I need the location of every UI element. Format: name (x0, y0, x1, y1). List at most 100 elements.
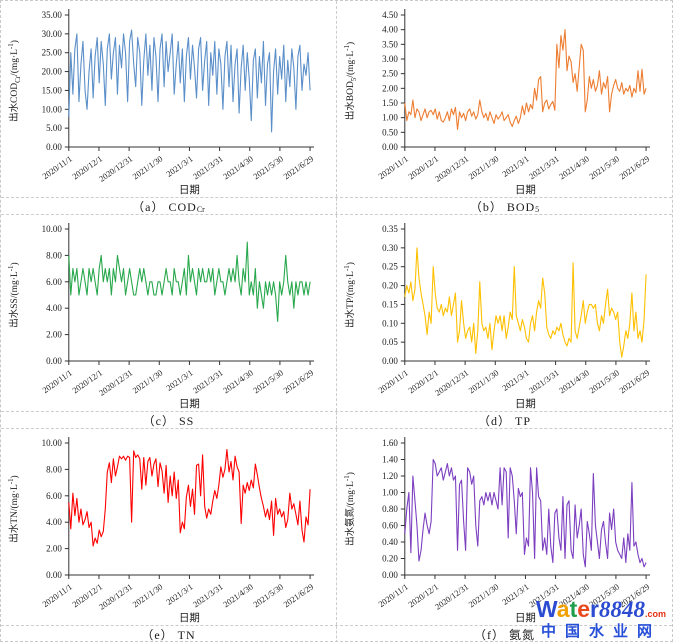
y-tick-label: 30.00 (42, 29, 63, 39)
series-line (404, 458, 647, 568)
chart-panel-nh3n: 0.00 0.20 0.40 0.60 0.80 1.00 1.20 1.40 1.60 2020… (337, 429, 672, 625)
axes (68, 223, 315, 362)
y-axis-ticks: 0.00 0.50 1.00 1.50 2.00 2.50 3.00 3.50 4.00 4.50 (382, 10, 405, 152)
y-tick-label: 0.15 (382, 299, 398, 309)
y-tick-label: 25.00 (42, 48, 63, 58)
x-tick-label: 2020/11/1 (376, 153, 410, 181)
caption-row-1: （a） COD Cr （b） BOD 5 (1, 197, 672, 215)
ss-chart-svg: 0.002.004.006.008.0010.002020/11/12020/1… (7, 223, 315, 410)
y-tick-label: 0.00 (382, 356, 398, 366)
x-tick-label: 2021/3/1 (164, 153, 194, 179)
caption-cod: （a） COD Cr (1, 198, 337, 214)
x-axis-title: 日期 (179, 184, 200, 196)
x-axis-title: 日期 (179, 612, 200, 624)
y-tick-label: 8.00 (46, 464, 62, 474)
x-tick-label: 2021/1/30 (467, 581, 501, 609)
caption-ss-text: （c） SS (142, 413, 195, 428)
axes (68, 9, 315, 148)
x-tick-label: 2020/12/31 (97, 581, 134, 611)
chart-row-1: 0.00 5.00 10.00 15.00 20.00 25.00 30.00 35.00 20… (1, 1, 672, 197)
x-tick-label: 2020/11/1 (40, 367, 74, 395)
y-tick-label: 4.00 (382, 25, 398, 35)
x-tick-label: 2020/12/31 (433, 153, 470, 183)
bod-chart-svg: 0.00 0.50 1.00 1.50 2.00 2.50 3.00 3.50 4.00 4.50… (343, 9, 651, 196)
x-tick-label: 2021/1/30 (131, 153, 165, 181)
y-tick-label: 0.00 (382, 570, 398, 580)
y-tick-label: 10.00 (42, 104, 63, 114)
x-tick-label: 2020/11/1 (376, 367, 410, 395)
x-tick-label: 2021/6/29 (281, 581, 315, 609)
x-tick-label: 2021/3/31 (527, 153, 561, 181)
x-tick-label: 2021/4/30 (557, 581, 591, 609)
caption-tp: （d） TP (337, 412, 672, 428)
chart-panel-tp: 0.00 0.05 0.10 0.15 0.20 0.25 0.30 0.35 2020/11/… (337, 215, 672, 411)
y-tick-label: 10.00 (42, 438, 63, 448)
y-axis-ticks: 0.00 2.00 4.00 6.00 8.00 10.00 (42, 224, 69, 366)
y-tick-label: 8.00 (46, 250, 62, 260)
x-tick-label: 2021/3/1 (164, 367, 194, 393)
x-tick-label: 2021/4/30 (557, 367, 591, 395)
caption-bod-subscript: 5 (535, 204, 540, 214)
x-tick-label: 2021/3/1 (500, 153, 530, 179)
y-tick-label: 3.00 (382, 54, 398, 64)
chart-panel-tn: 0.00 2.00 4.00 6.00 8.00 10.00 2020/11/1 2020/1… (1, 429, 337, 625)
y-axis-title: 出水TN/(mg·L-1) (7, 475, 20, 542)
x-tick-label: 2021/5/30 (251, 367, 285, 395)
x-tick-label: 2021/4/30 (557, 153, 591, 181)
chart-panel-cod: 0.00 5.00 10.00 15.00 20.00 25.00 30.00 35.00 20… (1, 1, 337, 197)
y-tick-label: 0.00 (46, 142, 62, 152)
tp-chart-svg: 0.00 0.05 0.10 0.15 0.20 0.25 0.30 0.35 2020/11/… (343, 223, 651, 410)
x-axis-title: 日期 (515, 184, 536, 196)
y-tick-label: 1.20 (382, 471, 398, 481)
x-axis-title: 日期 (179, 398, 200, 410)
y-tick-label: 1.50 (382, 98, 398, 108)
x-tick-label: 2021/5/30 (251, 153, 285, 181)
series-line (404, 247, 647, 358)
caption-bod: （b） BOD 5 (337, 198, 672, 214)
x-tick-label: 2021/6/29 (617, 581, 651, 609)
x-tick-label: 2021/1/30 (131, 367, 165, 395)
x-tick-label: 2021/1/30 (131, 581, 165, 609)
caption-nh3n: （f） 氨氮 (337, 626, 672, 641)
y-tick-label: 0.30 (382, 243, 398, 253)
tn-chart-svg: 0.002.004.006.008.0010.002020/11/12020/1… (7, 437, 315, 624)
x-tick-label: 2021/1/30 (467, 367, 501, 395)
y-tick-label: 10.00 (42, 224, 63, 234)
x-tick-label: 2021/3/1 (500, 367, 530, 393)
series-line (68, 241, 311, 322)
y-tick-label: 6.00 (46, 277, 62, 287)
x-tick-label: 2020/12/31 (433, 367, 470, 397)
y-tick-label: 1.60 (382, 438, 398, 448)
x-tick-label: 2021/3/31 (527, 581, 561, 609)
x-tick-label: 2021/6/29 (281, 153, 315, 181)
x-tick-label: 2021/3/1 (164, 581, 194, 607)
x-tick-label: 2020/11/1 (40, 153, 74, 181)
y-tick-label: 2.00 (46, 544, 62, 554)
y-tick-label: 4.00 (46, 303, 62, 313)
chart-row-3: 0.00 2.00 4.00 6.00 8.00 10.00 2020/11/1 2020/1… (1, 429, 672, 625)
chart-row-2: 0.00 2.00 4.00 6.00 8.00 10.00 2020/11/1 2020/1… (1, 215, 672, 411)
y-tick-label: 0.80 (382, 504, 398, 514)
caption-row-2: （c） SS （d） TP (1, 411, 672, 429)
y-tick-label: 0.20 (382, 281, 398, 291)
x-tick-label: 2021/3/31 (191, 367, 225, 395)
x-tick-label: 2021/3/31 (527, 367, 561, 395)
series-line (68, 29, 311, 133)
x-tick-label: 2021/6/29 (617, 153, 651, 181)
x-tick-label: 2021/5/30 (587, 153, 621, 181)
x-tick-label: 2021/4/30 (221, 367, 255, 395)
caption-tn: （e） TN (1, 626, 337, 641)
y-tick-label: 35.00 (42, 10, 63, 20)
y-tick-label: 0.40 (382, 537, 398, 547)
caption-bod-text: （b） BOD (469, 199, 536, 214)
caption-tp-text: （d） TP (477, 413, 531, 428)
axes (404, 223, 651, 362)
y-tick-label: 0.25 (382, 262, 398, 272)
y-axis-title: 出水TP/(mg·L-1) (343, 262, 356, 328)
